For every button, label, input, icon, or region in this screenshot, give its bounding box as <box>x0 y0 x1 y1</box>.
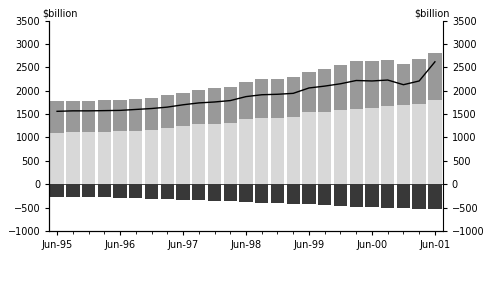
Bar <box>129 131 143 184</box>
Bar <box>192 184 206 200</box>
Bar <box>66 132 80 184</box>
Bar <box>66 101 80 132</box>
Bar <box>129 184 143 198</box>
Bar <box>97 100 111 132</box>
Bar <box>365 184 379 207</box>
Bar <box>113 184 127 198</box>
Bar <box>302 72 316 112</box>
Bar <box>113 131 127 184</box>
Bar <box>66 184 80 197</box>
Bar <box>50 184 64 197</box>
Bar <box>176 184 190 200</box>
Bar <box>239 82 253 120</box>
Bar <box>397 184 410 208</box>
Bar <box>334 184 347 206</box>
Bar <box>223 184 237 201</box>
Bar <box>397 64 410 105</box>
Bar <box>208 89 221 124</box>
Bar <box>271 118 284 184</box>
Bar <box>223 87 237 123</box>
Bar <box>255 118 269 184</box>
Bar <box>381 106 395 184</box>
Bar <box>160 128 174 184</box>
Bar <box>381 60 395 106</box>
Bar <box>334 65 347 110</box>
Bar <box>428 100 442 184</box>
Bar <box>208 184 221 201</box>
Bar <box>412 104 426 184</box>
Bar <box>428 184 442 210</box>
Bar <box>255 79 269 118</box>
Bar <box>318 184 332 205</box>
Bar <box>271 184 284 203</box>
Bar <box>365 108 379 184</box>
Bar <box>223 123 237 184</box>
Bar <box>50 101 64 133</box>
Bar <box>145 98 158 130</box>
Bar <box>239 120 253 184</box>
Bar <box>50 133 64 184</box>
Bar <box>286 184 300 204</box>
Bar <box>176 126 190 184</box>
Bar <box>381 184 395 208</box>
Bar <box>97 184 111 197</box>
Bar <box>192 90 206 124</box>
Bar <box>255 184 269 202</box>
Bar <box>113 100 127 131</box>
Bar <box>302 184 316 204</box>
Bar <box>145 130 158 184</box>
Text: $billion: $billion <box>415 9 450 19</box>
Bar <box>286 117 300 184</box>
Bar <box>365 61 379 108</box>
Bar <box>349 61 363 109</box>
Bar <box>397 105 410 184</box>
Bar <box>334 110 347 184</box>
Bar <box>176 93 190 126</box>
Bar <box>129 99 143 131</box>
Bar <box>349 184 363 207</box>
Bar <box>271 79 284 118</box>
Text: $billion: $billion <box>42 9 77 19</box>
Bar <box>160 184 174 199</box>
Bar <box>349 109 363 184</box>
Bar <box>160 95 174 128</box>
Bar <box>428 53 442 100</box>
Bar <box>318 112 332 184</box>
Bar <box>302 112 316 184</box>
Bar <box>82 132 95 184</box>
Bar <box>239 184 253 202</box>
Bar <box>286 77 300 117</box>
Bar <box>192 124 206 184</box>
Bar <box>318 69 332 112</box>
Bar <box>412 59 426 104</box>
Bar <box>145 184 158 199</box>
Bar <box>208 124 221 184</box>
Bar <box>97 132 111 184</box>
Bar <box>412 184 426 209</box>
Bar <box>82 101 95 132</box>
Bar <box>82 184 95 197</box>
